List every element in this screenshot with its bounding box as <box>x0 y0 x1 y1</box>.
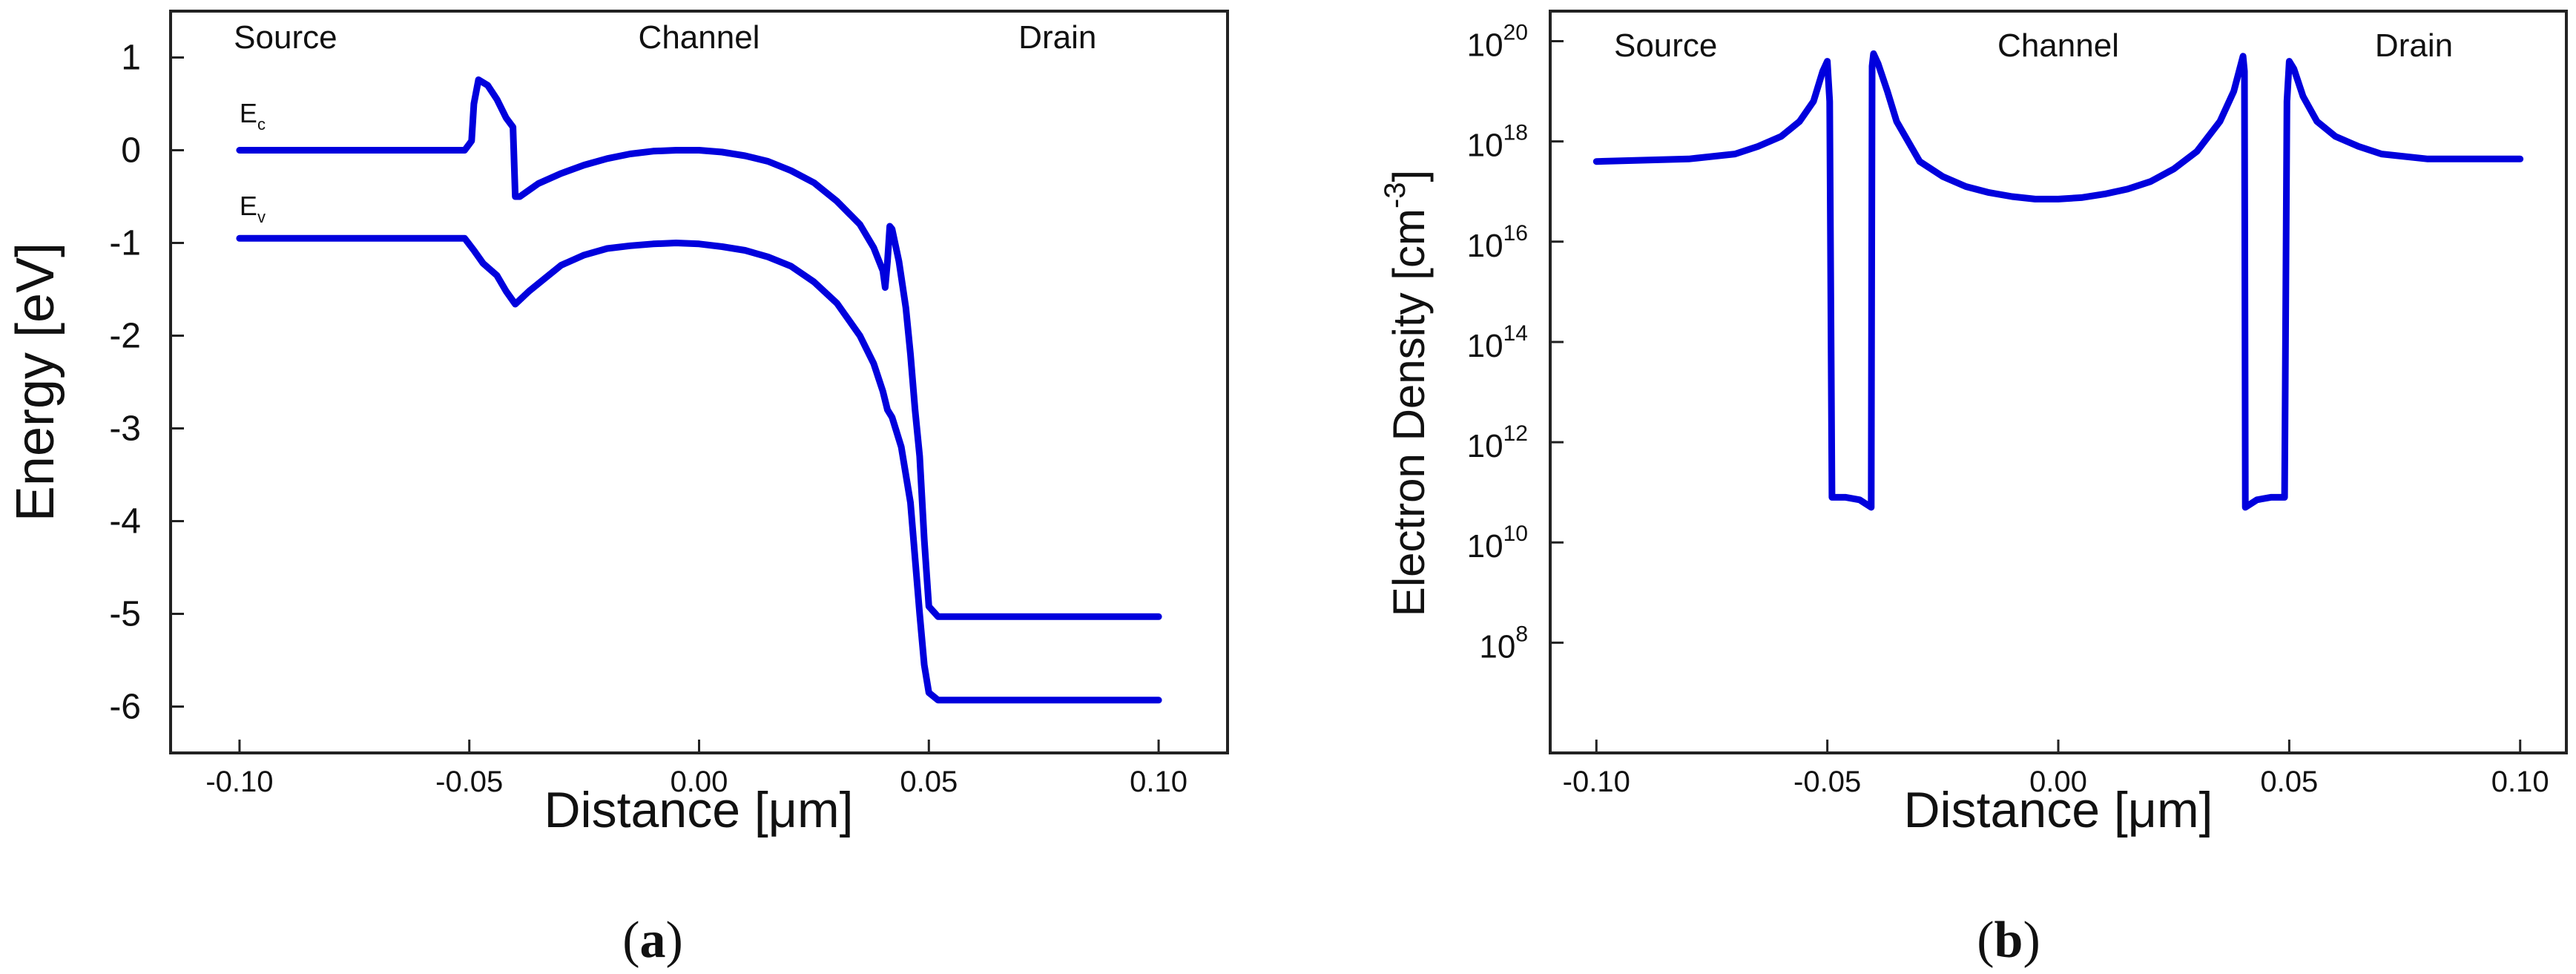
region-label-source: Source <box>1614 27 1717 64</box>
panel-a: -0.10 -0.05 0.00 0.05 0.10 1 0 -1 -2 -3 -4 -5 -6 Sou… <box>6 10 1229 969</box>
region-labels-b: Source Channel Drain <box>1614 27 2453 64</box>
x-tick-label-b: -0.10 <box>1563 766 1630 798</box>
y-tick-label-b: 1010 <box>1467 521 1528 565</box>
y-tick-label-a: -1 <box>109 224 141 263</box>
panel-label-a: (a) <box>622 912 683 969</box>
region-label-channel: Channel <box>1997 27 2119 64</box>
region-label-drain: Drain <box>2375 27 2453 64</box>
y-tick-label-a: -6 <box>109 688 141 727</box>
x-axis-label-a: Distance [μm] <box>544 782 853 838</box>
plot-area-a <box>236 76 1162 704</box>
x-tick-label-a: -0.05 <box>435 766 503 798</box>
plot-frame-a <box>169 10 1229 754</box>
curve-label-ev: Ev <box>240 191 266 226</box>
y-tick-label-a: -3 <box>109 409 141 449</box>
y-axis-label-a: Energy [eV] <box>6 243 65 521</box>
x-tick-label-b: 0.00 <box>2029 766 2087 798</box>
y-tick-label-b: 1016 <box>1467 221 1528 264</box>
x-tick-label-a: -0.10 <box>205 766 273 798</box>
axis-ticks-b: -0.10 -0.05 0.00 0.05 0.10 1020 1018 1016 1014 10… <box>1467 21 2549 798</box>
x-tick-label-b: 0.05 <box>2260 766 2318 798</box>
curve-labels-a: Ec Ev <box>240 98 266 226</box>
plot-frame-b <box>1549 10 2568 754</box>
y-tick-label-b: 108 <box>1479 622 1528 665</box>
y-tick-label-b: 1014 <box>1467 321 1528 364</box>
region-label-drain: Drain <box>1018 19 1096 56</box>
panel-label-b: (b) <box>1977 912 2040 969</box>
curve-label-ec: Ec <box>240 98 266 134</box>
plot-area-b <box>1592 50 2524 511</box>
x-tick-label-b: -0.05 <box>1793 766 1861 798</box>
region-labels-a: Source Channel Drain <box>234 19 1096 56</box>
region-label-source: Source <box>234 19 337 56</box>
y-tick-label-a: 1 <box>121 39 141 78</box>
x-axis-label-b: Distance [μm] <box>1903 782 2213 838</box>
x-tick-label-a: 0.00 <box>671 766 728 798</box>
x-tick-label-b: 0.10 <box>2491 766 2549 798</box>
x-tick-label-a: 0.05 <box>900 766 958 798</box>
x-tick-label-a: 0.10 <box>1130 766 1187 798</box>
series-line-electron-density <box>1592 50 2524 511</box>
series-line-ev <box>236 234 1162 704</box>
panel-b: -0.10 -0.05 0.00 0.05 0.10 1020 1018 1016 1014 10… <box>1379 10 2568 969</box>
y-tick-label-b: 1012 <box>1467 421 1528 464</box>
y-tick-label-a: 0 <box>121 131 141 171</box>
y-tick-label-a: -4 <box>109 502 141 542</box>
y-axis-label-b: Electron Density [cm-3] <box>1379 170 1434 616</box>
y-tick-label-a: -5 <box>109 595 141 634</box>
axis-ticks-a: -0.10 -0.05 0.00 0.05 0.10 1 0 -1 -2 -3 -4 -5 -6 <box>109 39 1187 799</box>
y-tick-label-b: 1018 <box>1467 121 1528 164</box>
y-tick-label-a: -2 <box>109 317 141 356</box>
series-line-ec <box>236 76 1162 620</box>
region-label-channel: Channel <box>639 19 760 56</box>
y-tick-label-b: 1020 <box>1467 21 1528 64</box>
